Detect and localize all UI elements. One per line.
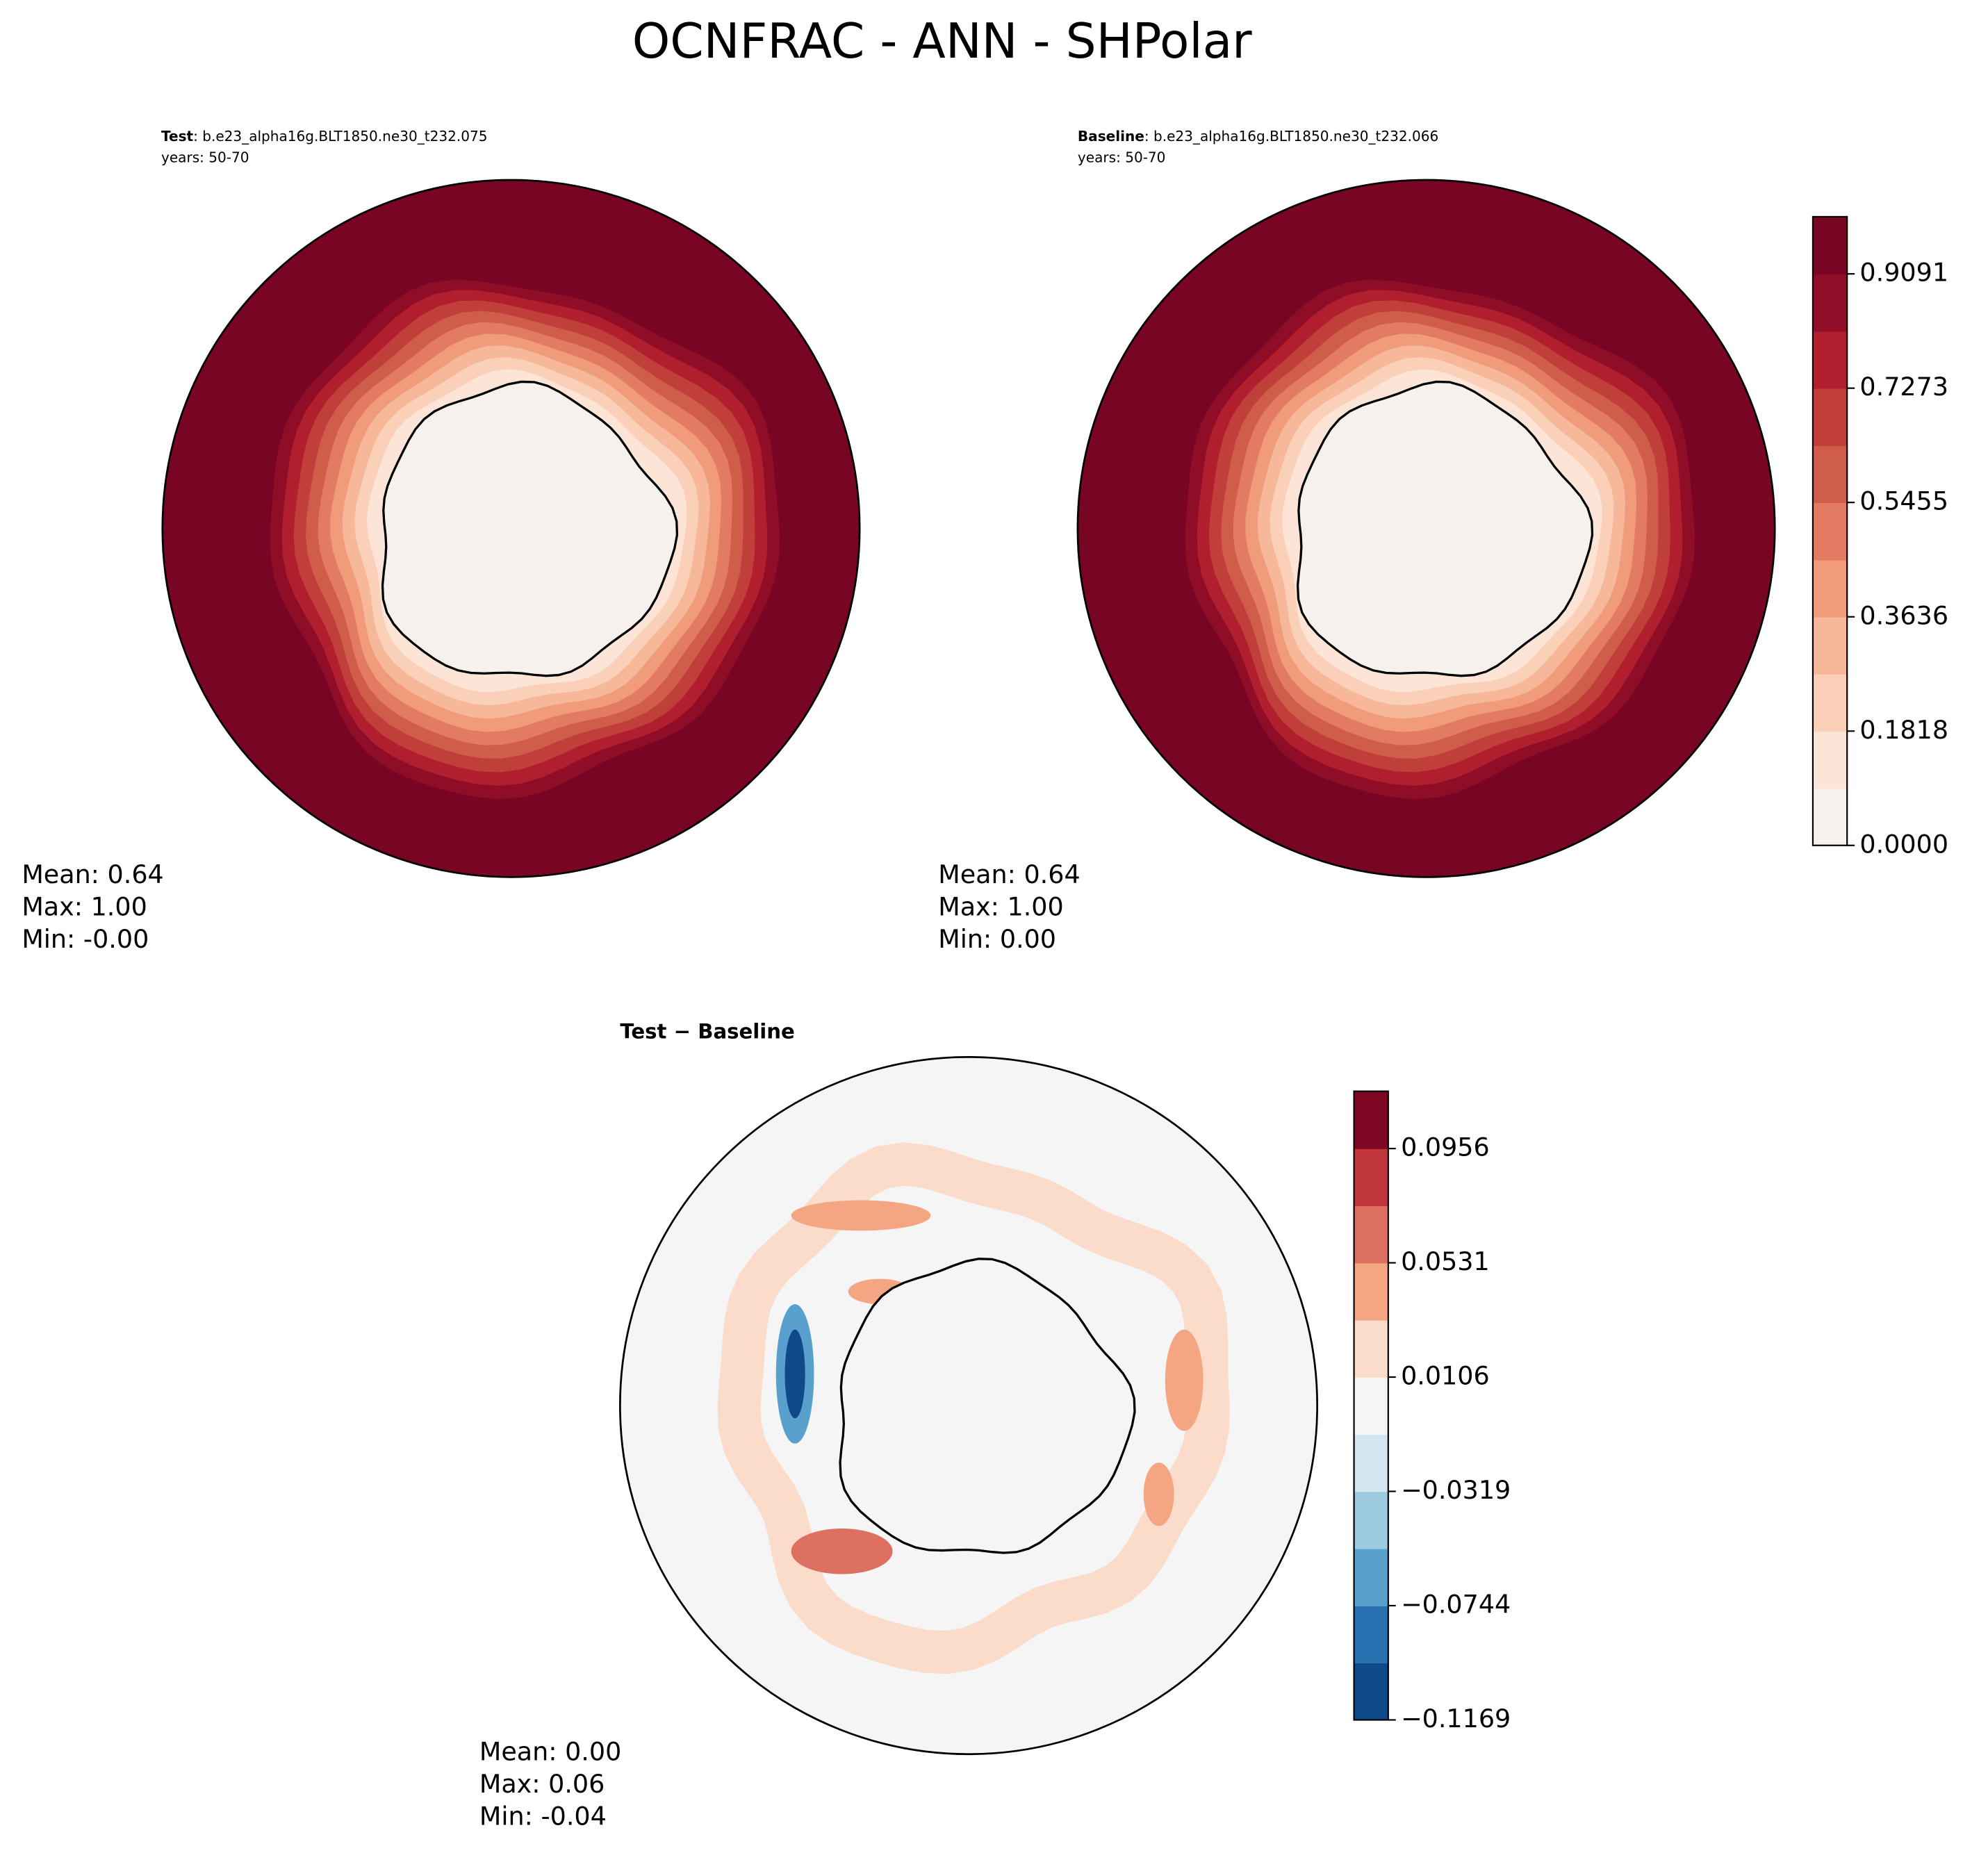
colorbar-band	[1354, 1663, 1388, 1721]
contour-ring	[717, 1142, 1230, 1674]
stat-line: Max: 0.06	[479, 1769, 605, 1799]
continent	[381, 380, 679, 677]
colorbar-tick-label: −0.0319	[1401, 1475, 1511, 1505]
colorbar-band	[1812, 502, 1848, 561]
contour-patch	[791, 1200, 931, 1231]
colorbar-tick-label: 0.0106	[1401, 1361, 1490, 1391]
colorbar-band	[1812, 673, 1848, 732]
colorbar-tick-label: 0.0531	[1401, 1246, 1490, 1276]
colorbar-tick-label: −0.1169	[1401, 1704, 1511, 1733]
stat-line: Mean: 0.00	[479, 1736, 621, 1766]
colorbar-band	[1812, 216, 1848, 275]
panel-years: years: 50-70	[161, 149, 249, 166]
colorbar-frame	[1812, 215, 1848, 846]
map-boundary	[618, 1056, 1319, 1756]
stat-line: Max: 1.00	[22, 892, 147, 922]
colorbar-band	[1354, 1491, 1388, 1549]
stat-line: Min: -0.00	[22, 924, 149, 954]
colorbar-tick-label: 0.5455	[1859, 486, 1948, 516]
contour-patch	[1165, 1329, 1204, 1431]
map-panel	[620, 1057, 1317, 1754]
stat-line: Min: 0.00	[938, 924, 1056, 954]
colorbar-band	[1812, 788, 1848, 846]
colorbar-tick-label: 0.1818	[1859, 715, 1948, 745]
figure-title: OCNFRAC - ANN - SHPolar	[632, 14, 1252, 69]
stat-line: Mean: 0.64	[22, 859, 163, 889]
colorbar-tick-label: 0.7273	[1859, 372, 1948, 402]
map-boundary	[161, 179, 861, 878]
map-boundary	[1076, 179, 1776, 878]
panel-case: : b.e23_alpha16g.BLT1850.ne30_t232.075	[193, 128, 487, 145]
colorbar-band	[1812, 274, 1848, 332]
colorbar-band	[1812, 388, 1848, 446]
continent	[1296, 380, 1594, 677]
panel-label: Baseline	[1078, 128, 1144, 145]
stat-line: Mean: 0.64	[938, 859, 1080, 889]
contour-patch	[791, 1529, 893, 1574]
stat-line: Min: -0.04	[479, 1801, 607, 1831]
panel-title: Test − Baseline	[620, 1020, 795, 1044]
colorbar-tick-label: 0.9091	[1859, 258, 1948, 288]
colorbar-tick-label: 0.0000	[1859, 829, 1948, 859]
colorbar-band	[1812, 559, 1848, 618]
colorbar-band	[1812, 731, 1848, 789]
colorbar-band	[1354, 1376, 1388, 1435]
map-panel	[162, 180, 860, 878]
colorbar-band	[1812, 445, 1848, 504]
colorbar-frame	[1353, 1090, 1389, 1721]
contour-patch	[1143, 1463, 1174, 1526]
panel-title: Test: b.e23_alpha16g.BLT1850.ne30_t232.0…	[161, 128, 488, 145]
colorbar-band	[1354, 1148, 1388, 1207]
colorbar-band	[1812, 616, 1848, 675]
colorbar-band	[1354, 1091, 1388, 1149]
colorbar-band	[1354, 1262, 1388, 1321]
colorbar-tick-label: 0.0956	[1401, 1133, 1490, 1162]
panel-title: Baseline: b.e23_alpha16g.BLT1850.ne30_t2…	[1078, 128, 1438, 145]
colorbar-band	[1812, 331, 1848, 389]
colorbar-tick-label: −0.0744	[1401, 1589, 1511, 1619]
colorbar-band	[1354, 1319, 1388, 1378]
contour-patch	[784, 1329, 805, 1419]
map-panel	[1077, 180, 1775, 878]
panel-case: : b.e23_alpha16g.BLT1850.ne30_t232.066	[1144, 128, 1438, 145]
colorbar-band	[1354, 1548, 1388, 1606]
continent	[839, 1258, 1136, 1554]
colorbar-band	[1354, 1605, 1388, 1664]
panel-years: years: 50-70	[1078, 149, 1166, 166]
stat-line: Max: 1.00	[938, 892, 1063, 922]
colorbar-tick-label: 0.3636	[1859, 600, 1948, 630]
colorbar-band	[1354, 1205, 1388, 1264]
panel-label: Test	[161, 128, 194, 145]
colorbar-band	[1354, 1434, 1388, 1492]
